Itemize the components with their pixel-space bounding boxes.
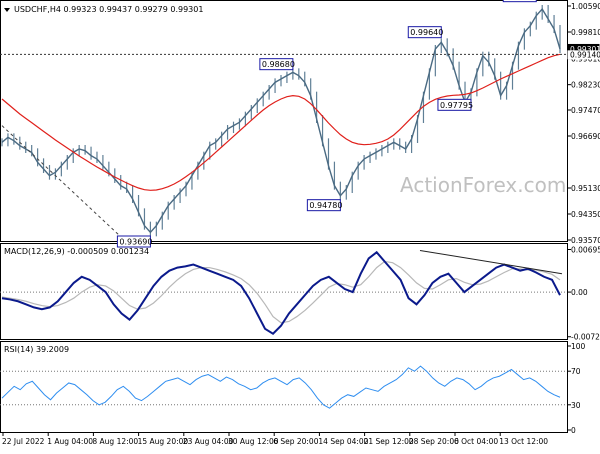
macd-header: MACD(12,26,9) -0.000509 0.001234 bbox=[4, 247, 149, 256]
rsi-line bbox=[1, 365, 561, 409]
rsi-ytick-label: 0 bbox=[571, 426, 576, 435]
price-ytick-label: 0.97470 bbox=[571, 106, 600, 115]
macd-ytick-label: -0.007294 bbox=[571, 333, 600, 342]
price-ytick-label: 1.00590 bbox=[571, 2, 600, 11]
current-price-tag bbox=[567, 43, 600, 54]
ma-value-label: 0.99140 bbox=[570, 50, 600, 59]
rsi-ytick-label: 100 bbox=[571, 342, 586, 351]
price-ytick-label: 0.96690 bbox=[571, 132, 600, 141]
annotation-box bbox=[407, 26, 442, 39]
price-ytick-label: 0.98230 bbox=[571, 81, 600, 90]
price-ytick-label: 0.94350 bbox=[571, 210, 600, 219]
price-trendline bbox=[1, 125, 121, 237]
annotation-box bbox=[306, 199, 341, 212]
date-tick-label: 13 Oct 12:00 bbox=[499, 437, 548, 446]
moving-average-line bbox=[1, 53, 561, 191]
price-ytick-label: 0.95130 bbox=[571, 184, 600, 193]
macd-ytick-label: 0.006954 bbox=[571, 246, 600, 255]
rsi-panel-frame bbox=[0, 341, 568, 433]
rsi-layer bbox=[0, 365, 567, 409]
date-tick-label: 28 Sep 20:00 bbox=[409, 437, 459, 446]
date-tick-label: 22 Jul 2022 bbox=[2, 437, 45, 446]
annotation-label: 0.97795 bbox=[440, 101, 473, 110]
price-ytick-label: 0.99810 bbox=[571, 28, 600, 37]
macd-trendline bbox=[419, 249, 563, 275]
macd-ytick-label: 0.00 bbox=[571, 288, 588, 297]
rsi-ytick-label: 30 bbox=[571, 401, 581, 410]
annotation-box bbox=[116, 235, 151, 248]
ma-value-tag bbox=[567, 50, 600, 60]
date-tick-label: 21 Sep 12:00 bbox=[364, 437, 414, 446]
date-tick-label: 14 Sep 04:00 bbox=[318, 437, 368, 446]
macd-line bbox=[1, 250, 561, 335]
current-price-label: 0.99301 bbox=[570, 45, 600, 54]
annotation-box bbox=[259, 58, 294, 71]
date-tick-label: 8 Aug 12:00 bbox=[92, 437, 138, 446]
price-header: USDCHF,H4 0.99323 0.99437 0.99279 0.9930… bbox=[14, 5, 203, 14]
rsi-header: RSI(14) 39.2009 bbox=[4, 345, 69, 354]
date-tick-label: 23 Aug 04:00 bbox=[183, 437, 234, 446]
date-tick-label: 6 Sep 20:00 bbox=[273, 437, 319, 446]
axis-layer: 1.005900.998100.990100.982300.974700.966… bbox=[2, 2, 600, 446]
annotation-label: 0.99640 bbox=[410, 28, 443, 37]
annotation-label: 0.93690 bbox=[119, 238, 152, 247]
price-ytick-label: 0.93570 bbox=[571, 236, 600, 245]
price-panel-frame bbox=[0, 0, 568, 242]
date-tick-label: 6 Oct 04:00 bbox=[454, 437, 498, 446]
macd-layer bbox=[0, 249, 567, 335]
annotation-label: 0.94780 bbox=[309, 201, 342, 210]
watermark: ActionForex.com bbox=[400, 173, 566, 197]
annotation-box bbox=[437, 98, 472, 111]
annotation-label: 0.98680 bbox=[262, 60, 295, 69]
macd-signal-line bbox=[1, 260, 561, 324]
annotation-label: 1.00720 bbox=[505, 0, 538, 1]
price-layer: 1.00720 0.99640 0.98680 0.97795 0.94780 0.936… bbox=[0, 0, 567, 248]
rsi-ytick-label: 70 bbox=[571, 367, 581, 376]
date-tick-label: 30 Aug 12:00 bbox=[228, 437, 279, 446]
date-tick-label: 1 Aug 04:00 bbox=[47, 437, 93, 446]
annotation-box bbox=[502, 0, 537, 3]
dropdown-triangle-icon[interactable] bbox=[4, 8, 10, 12]
date-tick-label: 15 Aug 20:00 bbox=[138, 437, 189, 446]
macd-panel-frame bbox=[0, 243, 568, 340]
